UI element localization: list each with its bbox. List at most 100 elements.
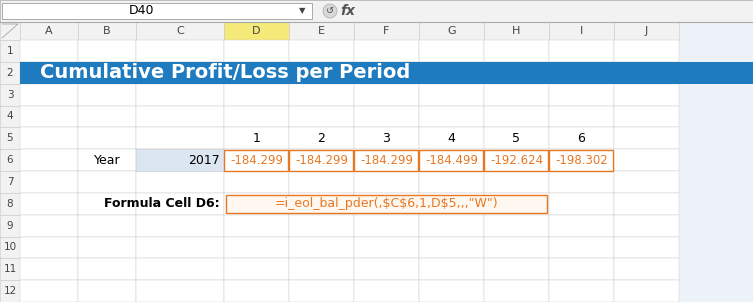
Bar (20, 258, 78, 280)
Bar (484, 193, 549, 215)
Bar (614, 127, 679, 149)
Bar (78, 22, 136, 40)
Text: Cumulative Profit/Loss per Period: Cumulative Profit/Loss per Period (40, 63, 410, 82)
Bar (549, 193, 614, 215)
Bar (0, 280, 20, 302)
Bar (78, 127, 136, 149)
Bar (20, 280, 78, 302)
Bar (0, 171, 20, 193)
Bar (484, 40, 549, 62)
Text: D: D (252, 26, 261, 36)
Bar (419, 171, 484, 193)
Bar (614, 236, 679, 258)
Bar (354, 193, 419, 215)
Bar (136, 236, 224, 258)
Bar (419, 258, 484, 280)
Bar (0, 22, 20, 40)
Bar (549, 22, 614, 40)
Bar (224, 193, 289, 215)
Bar (549, 84, 614, 105)
Bar (614, 62, 679, 84)
Text: 6: 6 (7, 155, 14, 165)
Bar (224, 236, 289, 258)
Text: 7: 7 (7, 177, 14, 187)
Bar (289, 193, 354, 215)
Bar (289, 215, 354, 236)
Text: D40: D40 (129, 5, 154, 18)
Bar (20, 40, 78, 62)
Bar (484, 149, 549, 171)
Bar (136, 193, 224, 215)
Bar (224, 149, 289, 171)
Text: -192.624: -192.624 (490, 154, 543, 167)
Bar (78, 171, 136, 193)
Bar (354, 84, 419, 105)
Bar (354, 127, 419, 149)
Bar (20, 171, 78, 193)
Text: G: G (447, 26, 456, 36)
Text: A: A (45, 26, 53, 36)
Circle shape (323, 4, 337, 18)
Bar (289, 236, 354, 258)
Bar (419, 193, 484, 215)
Bar (484, 215, 549, 236)
Bar (614, 22, 679, 40)
Bar (2, 3, 312, 19)
Bar (136, 215, 224, 236)
Bar (484, 22, 549, 40)
Bar (354, 40, 419, 62)
Bar (224, 171, 289, 193)
Bar (549, 105, 614, 127)
Bar (484, 150, 548, 171)
Bar (136, 105, 224, 127)
Bar (224, 215, 289, 236)
Bar (20, 215, 78, 236)
Bar (549, 149, 614, 171)
Bar (289, 62, 354, 84)
Bar (0, 193, 20, 215)
Bar (614, 215, 679, 236)
Bar (419, 84, 484, 105)
Text: B: B (103, 26, 111, 36)
Text: E: E (318, 26, 325, 36)
Text: ▼: ▼ (299, 7, 305, 15)
Bar (136, 22, 224, 40)
Bar (354, 171, 419, 193)
Bar (20, 105, 78, 127)
Bar (354, 280, 419, 302)
Bar (224, 105, 289, 127)
Bar (354, 258, 419, 280)
Bar (78, 149, 136, 171)
Bar (614, 40, 679, 62)
Text: =i_eol_bal_pder(,$C$6,1,D$5,,,"W"): =i_eol_bal_pder(,$C$6,1,D$5,,,"W") (275, 197, 498, 210)
Bar (419, 280, 484, 302)
Bar (0, 0, 753, 22)
Text: 3: 3 (383, 132, 391, 145)
Bar (78, 280, 136, 302)
Bar (136, 258, 224, 280)
Text: 6: 6 (578, 132, 585, 145)
Bar (78, 84, 136, 105)
Bar (419, 127, 484, 149)
Bar (20, 149, 78, 171)
Text: 4: 4 (7, 111, 14, 121)
Bar (289, 150, 353, 171)
Bar (0, 105, 20, 127)
Text: 12: 12 (3, 286, 17, 296)
Bar (419, 62, 484, 84)
Bar (78, 62, 136, 84)
Bar (20, 62, 753, 84)
Text: Year: Year (93, 154, 120, 167)
Bar (549, 171, 614, 193)
Text: I: I (580, 26, 583, 36)
Bar (78, 215, 136, 236)
Bar (78, 105, 136, 127)
Text: ↺: ↺ (326, 6, 334, 16)
Bar (354, 22, 419, 40)
Bar (484, 62, 549, 84)
Bar (419, 149, 484, 171)
Text: 1: 1 (7, 46, 14, 56)
Bar (419, 236, 484, 258)
Bar (136, 40, 224, 62)
Text: H: H (512, 26, 520, 36)
